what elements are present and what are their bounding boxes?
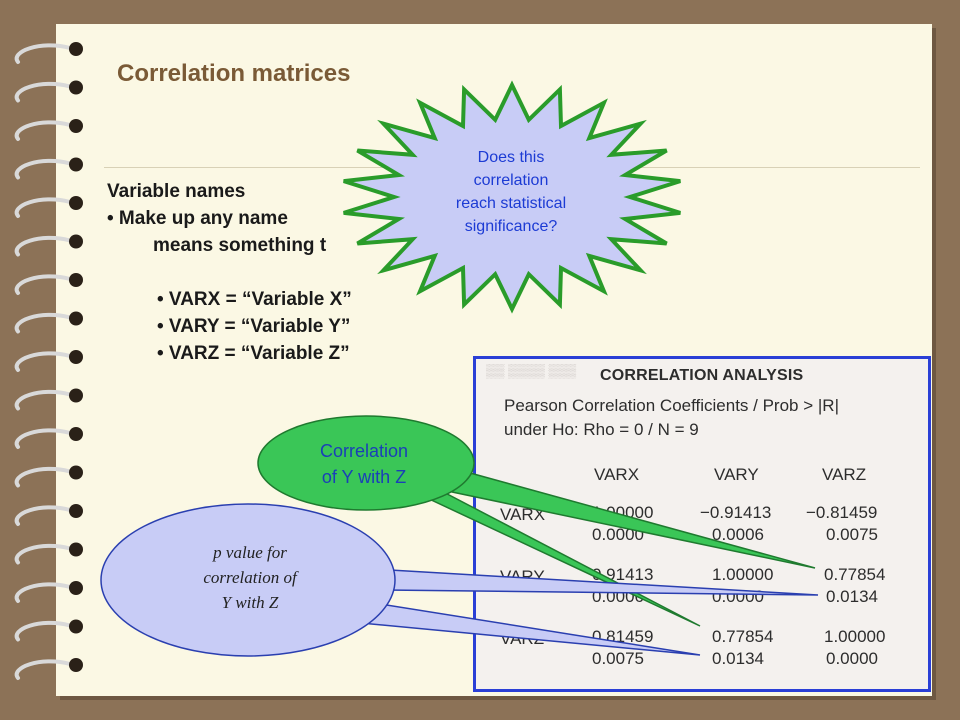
r-value: 0.77854 <box>712 627 774 646</box>
section-heading: Variable names <box>107 181 246 202</box>
binding-hole <box>69 157 83 172</box>
p-value: 0.0000 <box>712 587 764 606</box>
correlation-callout-text: Correlation of Y with Z <box>288 438 440 490</box>
binding-ring <box>14 43 72 64</box>
binding-ring <box>14 582 72 603</box>
binding-hole <box>69 542 83 557</box>
callout-line: Y with Z <box>221 593 279 612</box>
p-value: 0.0075 <box>826 525 878 544</box>
binding-hole <box>69 42 83 56</box>
row-label: VARX <box>500 505 546 524</box>
binding-hole <box>69 427 83 441</box>
starburst-line: Does this <box>477 149 545 166</box>
r-value: 0.91413 <box>592 565 654 584</box>
binding-ring <box>14 312 72 334</box>
r-value: 0.77854 <box>824 565 886 584</box>
p-value-callout-text: p value for correlation of Y with Z <box>170 540 330 615</box>
binding-hole <box>69 80 83 95</box>
output-subtitle: Pearson Correlation Coefficients / Prob … <box>504 396 839 415</box>
spiral-binding <box>14 42 83 680</box>
binding-hole <box>69 581 83 595</box>
correlation-output-image: ▒▒ ▒▒▒▒ ▒▒▒ CORRELATION ANALYSIS Pearson… <box>473 356 931 692</box>
binding-hole <box>69 273 83 287</box>
column-header: VARZ <box>822 465 867 484</box>
callout-line: of Y with Z <box>321 467 407 487</box>
binding-hole <box>69 311 83 326</box>
output-header: CORRELATION ANALYSIS <box>600 367 804 384</box>
p-value: 0.0006 <box>592 587 644 606</box>
bullet-text: • Make up any name <box>107 208 288 229</box>
column-header: VARY <box>714 465 759 484</box>
starburst-line: significance? <box>464 218 558 235</box>
var-item: • VARX = “Variable X” <box>157 289 352 310</box>
slide-title: Correlation matrices <box>117 60 351 87</box>
r-value: 1.00000 <box>592 503 654 522</box>
binding-hole <box>69 465 83 480</box>
starburst-line: correlation <box>473 172 549 189</box>
row-label: VARY <box>500 567 545 586</box>
binding-hole <box>69 119 83 133</box>
output-subtitle-2: under Ho: Rho = 0 / N = 9 <box>504 420 699 439</box>
binding-ring <box>14 120 72 141</box>
binding-hole <box>69 196 83 210</box>
starburst-line: reach statistical <box>455 195 567 212</box>
p-value: 0.0000 <box>826 649 878 668</box>
slide-content: Variable names • Make up any name means … <box>107 178 352 367</box>
row-label: VARZ <box>500 629 545 648</box>
callout-line: p value for <box>213 543 287 562</box>
binding-ring <box>14 505 72 526</box>
r-value: 1.00000 <box>824 627 886 646</box>
binding-ring <box>14 235 72 257</box>
binding-ring <box>14 620 72 642</box>
r-value: 0.81459 <box>592 627 654 646</box>
binding-ring <box>14 428 72 449</box>
starburst-text: Does this correlation reach statistical … <box>418 146 604 238</box>
p-value: 0.0134 <box>826 587 878 606</box>
binding-ring <box>14 274 72 295</box>
binding-hole <box>69 350 83 364</box>
binding-ring <box>14 158 72 180</box>
binding-ring <box>14 543 72 565</box>
r-value: 1.00000 <box>712 565 774 584</box>
column-header: VARX <box>594 465 640 484</box>
binding-ring <box>14 197 72 218</box>
binding-ring <box>14 466 72 488</box>
var-item: • VARZ = “Variable Z” <box>157 343 350 364</box>
p-value: 0.0000 <box>592 525 644 544</box>
binding-ring <box>14 389 72 411</box>
p-value: 0.0134 <box>712 649 764 668</box>
binding-ring <box>14 659 72 680</box>
binding-hole <box>69 658 83 672</box>
r-value: −0.81459 <box>806 503 878 522</box>
binding-hole <box>69 388 83 403</box>
scan-noise: ▒▒ ▒▒▒▒ ▒▒▒ <box>486 363 577 378</box>
binding-ring <box>14 351 72 372</box>
binding-hole <box>69 234 83 249</box>
var-item: • VARY = “Variable Y” <box>157 316 351 337</box>
p-value: 0.0075 <box>592 649 644 668</box>
p-value: 0.0006 <box>712 525 764 544</box>
binding-ring <box>14 81 72 103</box>
r-value: −0.91413 <box>700 503 772 522</box>
binding-hole <box>69 619 83 634</box>
bullet-continuation: means something t <box>153 235 327 256</box>
callout-line: correlation of <box>203 568 297 587</box>
binding-hole <box>69 504 83 518</box>
callout-line: Correlation <box>319 441 409 461</box>
